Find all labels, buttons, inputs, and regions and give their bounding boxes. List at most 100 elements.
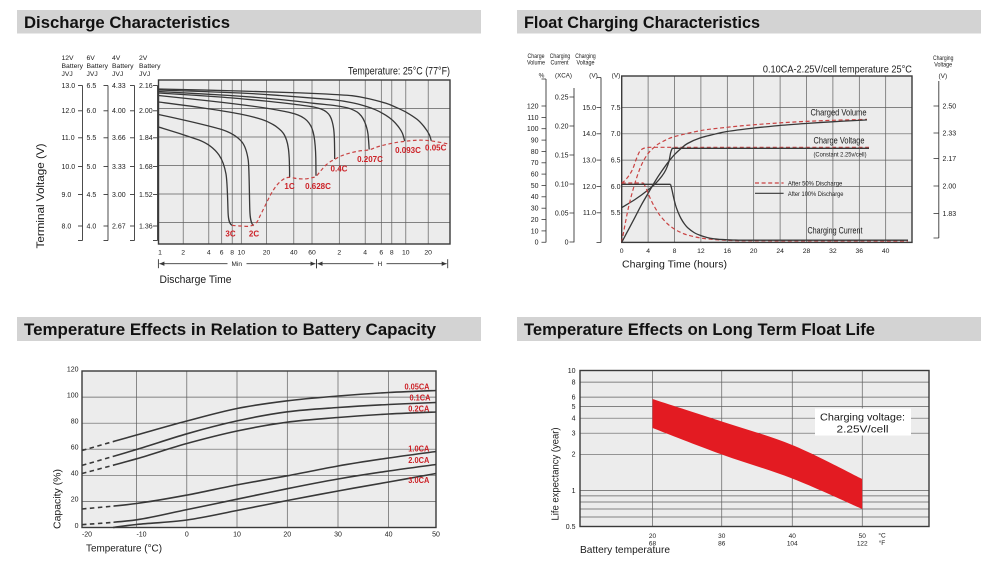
svg-text:6: 6 bbox=[220, 250, 224, 257]
svg-text:0.05: 0.05 bbox=[555, 210, 569, 217]
svg-text:H: H bbox=[378, 261, 383, 268]
svg-text:7.0: 7.0 bbox=[611, 131, 621, 138]
svg-text:30: 30 bbox=[531, 206, 539, 213]
svg-text:7.5: 7.5 bbox=[611, 105, 621, 112]
svg-text:2.00: 2.00 bbox=[139, 108, 153, 115]
svg-text:80: 80 bbox=[531, 149, 539, 156]
svg-text:50: 50 bbox=[531, 183, 539, 190]
svg-text:(V): (V) bbox=[938, 73, 947, 80]
svg-text:1.83: 1.83 bbox=[943, 211, 957, 218]
svg-text:Float Charging Characteristics: Float Charging Characteristics bbox=[524, 14, 760, 32]
svg-text:Min: Min bbox=[232, 261, 243, 268]
svg-text:13.0: 13.0 bbox=[62, 83, 76, 90]
svg-text:40: 40 bbox=[789, 533, 797, 540]
svg-text:%: % bbox=[539, 73, 545, 80]
svg-text:Charging: Charging bbox=[550, 53, 571, 60]
svg-text:Terminal Voltage (V): Terminal Voltage (V) bbox=[35, 144, 47, 249]
svg-text:11.0: 11.0 bbox=[583, 210, 596, 217]
svg-text:-10: -10 bbox=[136, 532, 146, 539]
svg-text:40: 40 bbox=[71, 471, 79, 478]
svg-text:1.52: 1.52 bbox=[139, 192, 153, 199]
svg-text:JVJ: JVJ bbox=[87, 71, 98, 78]
svg-text:20: 20 bbox=[424, 250, 432, 257]
svg-text:1: 1 bbox=[572, 488, 576, 495]
svg-text:Temperature Effects on Long Te: Temperature Effects on Long Term Float L… bbox=[524, 321, 875, 339]
svg-text:0.4C: 0.4C bbox=[331, 165, 348, 174]
svg-text:0.10CA-2.25V/cell temperature: 0.10CA-2.25V/cell temperature 25°C bbox=[763, 64, 912, 76]
svg-text:Current: Current bbox=[551, 60, 569, 67]
svg-text:8.0: 8.0 bbox=[62, 223, 72, 230]
svg-text:1.36: 1.36 bbox=[139, 223, 153, 230]
svg-text:0: 0 bbox=[535, 240, 539, 247]
svg-text:3.66: 3.66 bbox=[112, 135, 126, 142]
svg-text:14.0: 14.0 bbox=[582, 131, 596, 138]
svg-text:4V: 4V bbox=[112, 55, 121, 62]
svg-text:4: 4 bbox=[646, 248, 650, 255]
svg-text:0.5: 0.5 bbox=[566, 524, 576, 531]
svg-text:12V: 12V bbox=[62, 55, 75, 62]
svg-text:16: 16 bbox=[724, 248, 732, 255]
svg-text:Temperature: 25°C (77°F): Temperature: 25°C (77°F) bbox=[348, 66, 450, 78]
svg-text:10: 10 bbox=[568, 368, 576, 375]
svg-text:24: 24 bbox=[776, 248, 784, 255]
svg-text:Capacity (%): Capacity (%) bbox=[52, 469, 64, 529]
svg-text:-20: -20 bbox=[82, 532, 92, 539]
svg-text:80: 80 bbox=[71, 418, 79, 425]
svg-text:12.0: 12.0 bbox=[582, 184, 596, 191]
svg-text:2: 2 bbox=[181, 250, 185, 257]
svg-text:2.17: 2.17 bbox=[943, 156, 957, 163]
svg-text:0.2CA: 0.2CA bbox=[408, 405, 429, 414]
svg-text:4: 4 bbox=[363, 250, 367, 257]
svg-text:Battery: Battery bbox=[62, 63, 84, 70]
svg-text:8: 8 bbox=[572, 380, 576, 387]
svg-text:70: 70 bbox=[531, 160, 539, 167]
svg-text:40: 40 bbox=[385, 532, 393, 539]
svg-text:Charge Voltage: Charge Voltage bbox=[814, 136, 865, 146]
svg-text:6: 6 bbox=[572, 394, 576, 401]
svg-text:3C: 3C bbox=[225, 230, 235, 239]
svg-text:120: 120 bbox=[527, 103, 539, 110]
svg-text:Discharge Time: Discharge Time bbox=[160, 274, 232, 286]
svg-text:2.00: 2.00 bbox=[943, 183, 957, 190]
svg-text:Charging voltage:: Charging voltage: bbox=[820, 412, 905, 424]
svg-text:2: 2 bbox=[337, 250, 341, 257]
svg-text:Charging Current: Charging Current bbox=[808, 226, 863, 236]
svg-text:Charge: Charge bbox=[528, 53, 545, 60]
svg-text:5.0: 5.0 bbox=[87, 164, 97, 171]
svg-text:3: 3 bbox=[572, 431, 576, 438]
svg-text:Charged Volume: Charged Volume bbox=[811, 108, 867, 118]
svg-text:Temperature (°C): Temperature (°C) bbox=[86, 543, 162, 555]
svg-text:50: 50 bbox=[859, 533, 867, 540]
svg-text:(XCA): (XCA) bbox=[555, 73, 572, 80]
svg-text:10: 10 bbox=[238, 250, 246, 257]
svg-text:Charging Time (hours): Charging Time (hours) bbox=[622, 259, 727, 271]
svg-text:8: 8 bbox=[390, 250, 394, 257]
svg-text:2.0CA: 2.0CA bbox=[408, 456, 429, 465]
svg-text:Battery: Battery bbox=[139, 63, 161, 70]
svg-text:40: 40 bbox=[290, 250, 298, 257]
svg-text:30: 30 bbox=[718, 533, 726, 540]
svg-text:6: 6 bbox=[379, 250, 383, 257]
svg-text:After 50% Discharge: After 50% Discharge bbox=[788, 181, 843, 188]
svg-text:32: 32 bbox=[829, 248, 837, 255]
svg-text:11.0: 11.0 bbox=[62, 135, 75, 142]
svg-text:100: 100 bbox=[67, 392, 79, 399]
svg-text:20: 20 bbox=[71, 497, 79, 504]
svg-text:2.67: 2.67 bbox=[112, 223, 126, 230]
svg-text:50: 50 bbox=[432, 532, 440, 539]
svg-text:0.093C: 0.093C bbox=[395, 146, 421, 155]
svg-text:2: 2 bbox=[572, 452, 576, 459]
svg-text:4.5: 4.5 bbox=[87, 192, 97, 199]
svg-text:JVJ: JVJ bbox=[139, 71, 150, 78]
svg-text:2.33: 2.33 bbox=[943, 130, 957, 137]
svg-text:2.16: 2.16 bbox=[139, 83, 153, 90]
svg-text:4: 4 bbox=[572, 416, 576, 423]
svg-text:122: 122 bbox=[857, 541, 868, 548]
svg-text:12.0: 12.0 bbox=[62, 108, 76, 115]
svg-text:60: 60 bbox=[308, 250, 316, 257]
svg-text:Voltage: Voltage bbox=[577, 60, 595, 67]
svg-text:28: 28 bbox=[803, 248, 811, 255]
svg-text:20: 20 bbox=[531, 217, 539, 224]
svg-text:Charging: Charging bbox=[575, 53, 596, 60]
svg-text:9.0: 9.0 bbox=[62, 192, 72, 199]
